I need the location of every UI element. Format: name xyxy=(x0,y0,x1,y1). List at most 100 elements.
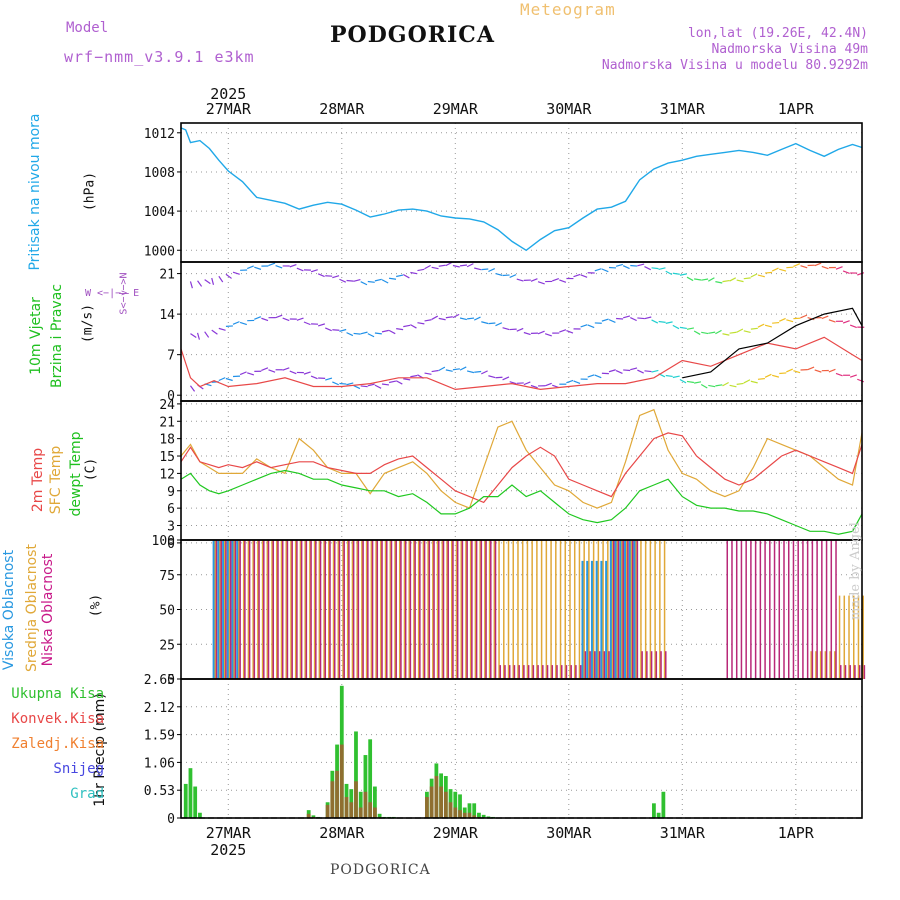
wind-barb xyxy=(367,333,375,338)
wind-barb xyxy=(424,319,432,322)
model-name: wrf−nmm_v3.9.1 e3km xyxy=(64,48,255,66)
wind-barb xyxy=(566,379,574,384)
wind-barb xyxy=(218,327,226,331)
wind-barb xyxy=(332,275,340,279)
y-tick-label: 9 xyxy=(167,485,175,500)
wind-barb xyxy=(289,370,297,375)
wind-barb xyxy=(481,321,489,325)
wind-barb xyxy=(495,322,503,327)
wind-barb xyxy=(658,320,666,323)
model-altitude-text: Nadmorska Visina u modelu 80.9292m xyxy=(601,58,868,73)
wind-barb xyxy=(686,327,695,330)
y-tick-label: 21 xyxy=(159,268,175,283)
wind-barb xyxy=(537,281,545,285)
y-tick-label: 18 xyxy=(159,433,175,448)
wind-barb xyxy=(630,367,638,371)
wind-barb xyxy=(204,279,211,285)
bottom-year-label: 2025 xyxy=(210,841,246,859)
wind-barb xyxy=(310,375,318,380)
wind-barb xyxy=(516,327,524,332)
wind-barb xyxy=(835,266,843,270)
conv-precip-bar xyxy=(358,807,363,818)
wind-barb xyxy=(630,317,637,322)
altitude-text: Nadmorska Visina 49m xyxy=(711,42,868,57)
y-tick-label: 75 xyxy=(159,569,175,584)
panel-frame xyxy=(180,261,863,402)
wind-barb xyxy=(771,374,780,378)
total-precip-bar xyxy=(198,812,202,818)
wind-barb xyxy=(353,332,361,335)
wind-barb xyxy=(693,330,701,335)
wind-barb xyxy=(736,279,744,283)
wind-barb xyxy=(764,271,773,274)
conv-precip-bar xyxy=(368,802,373,818)
wind-barb xyxy=(552,277,560,282)
wind-barb xyxy=(459,264,468,267)
wind-barb xyxy=(814,369,822,373)
wind-barb xyxy=(630,264,638,267)
wind-barb xyxy=(559,329,567,333)
wind-barb xyxy=(346,279,354,282)
y-tick-label: 1.06 xyxy=(144,756,175,771)
conv-precip-bar xyxy=(472,815,477,818)
conv-precip-bar xyxy=(467,812,472,818)
wind-barb xyxy=(580,324,588,328)
wind-barb xyxy=(743,379,751,384)
wind-barb xyxy=(587,374,595,378)
wind-barb xyxy=(644,316,652,320)
wind-barb xyxy=(807,366,815,371)
wind-barb xyxy=(651,319,659,324)
y-tick-label: 15 xyxy=(159,450,175,465)
wind-barb xyxy=(651,369,659,373)
wind-barb xyxy=(509,381,517,385)
total-precip-bar xyxy=(481,814,486,818)
y-tick-label: 2.65 xyxy=(144,673,175,688)
y-tick-label: 1000 xyxy=(144,244,175,259)
wind-barb xyxy=(431,315,439,320)
conv-precip-bar xyxy=(429,786,434,818)
wind-barb xyxy=(296,317,304,321)
wind-barb xyxy=(821,265,829,270)
wind-barb xyxy=(374,332,382,335)
wind-barb xyxy=(360,281,368,286)
y-tick-label: 0.53 xyxy=(144,784,175,799)
total-precip-bar xyxy=(368,739,373,818)
wind-barb xyxy=(523,381,531,386)
wind-barb xyxy=(317,273,325,278)
wind-barb xyxy=(821,315,829,320)
wind-barb xyxy=(225,273,232,279)
wind-barb xyxy=(275,314,283,319)
y-tick-label: 0 xyxy=(167,812,175,827)
wind-barb xyxy=(388,380,397,384)
wind-barb xyxy=(445,369,453,372)
wind-barb xyxy=(658,267,666,270)
panel-frame xyxy=(180,122,863,263)
wind-barb xyxy=(594,268,602,272)
wind-barb xyxy=(750,273,758,278)
wind-barb xyxy=(573,273,581,278)
wind-barb xyxy=(764,373,772,378)
wind-barb xyxy=(715,281,723,284)
pressure-line xyxy=(180,127,863,252)
total-precip-bar xyxy=(373,786,377,818)
wind-barb xyxy=(701,278,709,281)
wind-barb xyxy=(857,272,865,276)
wind-barb xyxy=(232,271,240,275)
y-tick-label: 21 xyxy=(159,415,175,430)
wind-barb xyxy=(303,321,311,326)
wind-barb xyxy=(417,268,425,272)
wind-barb xyxy=(360,385,368,388)
wind-barb xyxy=(261,317,269,322)
wind-barb xyxy=(190,333,197,339)
wind-barb xyxy=(700,383,708,389)
y-tick-label: 100 xyxy=(152,534,175,549)
legend-freezing-precip: Zaledj.Kisa xyxy=(11,736,104,752)
wind-barb xyxy=(828,368,836,373)
conv-precip-bar xyxy=(325,804,330,818)
y-tick-label: 7 xyxy=(167,349,175,364)
total-precip-bar xyxy=(458,794,462,818)
wind-rose-ew: W <−|−> E xyxy=(85,288,140,299)
wind-barb xyxy=(757,274,765,278)
wind-barb xyxy=(268,369,276,373)
wind-barb xyxy=(189,281,193,289)
